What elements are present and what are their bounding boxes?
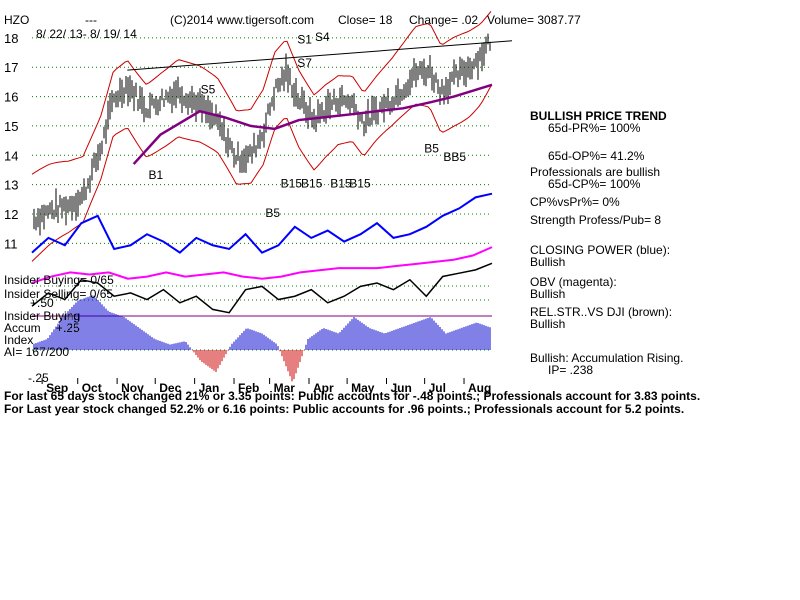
signal-label: B5 xyxy=(424,141,439,155)
strength-value: Strength Profess/Pub= 8 xyxy=(530,213,662,227)
ticker: HZO xyxy=(4,13,30,27)
x-tick-label: Apr xyxy=(313,381,334,395)
obv xyxy=(31,246,493,284)
closing-power xyxy=(31,192,493,254)
accum-text: Bullish: Accumulation Rising. xyxy=(530,351,684,365)
date-range: 8/ 22/ 13- 8/ 19/ 14 xyxy=(36,27,137,41)
copyright: (C)2014 www.tigersoft.com xyxy=(170,13,315,27)
upper-band xyxy=(31,11,492,175)
op-value: 65d-OP%= 41.2% xyxy=(548,149,645,163)
x-tick-label: Dec xyxy=(159,381,181,395)
signal-label: BB5 xyxy=(443,150,466,164)
x-tick-label: Mar xyxy=(274,381,296,395)
plus25-label: +.25 xyxy=(56,321,80,335)
cp-value: 65d-CP%= 100% xyxy=(548,177,641,191)
x-tick-label: Oct xyxy=(82,381,102,395)
accumulation-histogram xyxy=(33,295,491,382)
lower-band xyxy=(31,85,492,262)
ticker-dashes: --- xyxy=(85,13,97,27)
signal-label: B5 xyxy=(265,206,280,220)
summary: For last 65 days stock changed 21% or 3.… xyxy=(4,390,700,416)
obv-label: OBV (magenta): xyxy=(530,275,617,289)
x-tick-label: Feb xyxy=(238,381,259,395)
signal-label: S1 xyxy=(297,33,312,47)
moving-average-line xyxy=(132,83,493,165)
y-tick-label: 12 xyxy=(4,207,18,222)
closing-power-line xyxy=(31,192,493,254)
summary-line-2: For Last year stock changed 52.2% or 6.1… xyxy=(4,402,685,416)
resistance-line xyxy=(127,40,513,71)
x-tick-label: Nov xyxy=(121,381,144,395)
pr-value: 65d-PR%= 100% xyxy=(548,121,641,135)
signal-label: B15 xyxy=(330,177,352,191)
summary-line-1: For last 65 days stock changed 21% or 3.… xyxy=(4,389,701,403)
x-axis-ticks: Sep Oct Nov Dec Jan Feb Mar Apr May Jun Jul Aug xyxy=(41,378,491,395)
obv-value: Bullish xyxy=(530,287,566,301)
y-tick-label: 18 xyxy=(4,31,18,46)
minus25-label: -.25 xyxy=(28,371,49,385)
y-tick-label: 13 xyxy=(4,178,18,193)
bullish-trend: BULLISH PRICE TREND xyxy=(530,109,667,123)
insider-selling: Insider Selling= 0/65 xyxy=(4,287,114,301)
close-value: Close= 18 xyxy=(338,13,393,27)
relstr-label: REL.STR..VS DJI (brown): xyxy=(530,305,673,319)
closing-power-label: CLOSING POWER (blue): xyxy=(530,243,671,257)
y-tick-label: 15 xyxy=(4,119,18,134)
y-tick-label: 14 xyxy=(4,148,18,163)
signal-label: S7 xyxy=(297,56,312,70)
volume-value: Volume= 3087.77 xyxy=(487,13,581,27)
y-axis-ticks: 18 17 16 15 14 13 12 11 xyxy=(4,31,18,251)
x-tick-label: Aug xyxy=(468,381,491,395)
change-value: Change= .02 xyxy=(409,13,479,27)
professionals-text: Professionals are bullish xyxy=(530,165,661,179)
accum-label: Accum xyxy=(4,321,41,335)
rel-strength xyxy=(31,262,493,314)
moving-average xyxy=(132,83,493,165)
x-tick-label: Sep xyxy=(46,381,68,395)
ip-value: IP= .238 xyxy=(548,363,594,377)
signal-label: B15 xyxy=(301,177,323,191)
x-tick-label: May xyxy=(351,381,375,395)
signal-label: S5 xyxy=(201,83,216,97)
rel-strength-line xyxy=(31,262,493,314)
x-tick-label: Jul xyxy=(429,381,446,395)
y-tick-label: 16 xyxy=(4,90,18,105)
x-tick-label: Jan xyxy=(199,381,220,395)
signal-label: S4 xyxy=(315,30,330,44)
cpvspr-value: CP%vsPr%= 0% xyxy=(530,195,620,209)
obv-line xyxy=(31,246,493,284)
price-bars xyxy=(33,33,491,236)
resistance-line xyxy=(127,40,513,71)
insider-buying: Insider Buying= 0/65 xyxy=(4,273,114,287)
signal-label: B15 xyxy=(349,177,371,191)
insider-buying-2: Insider Buying xyxy=(4,309,81,323)
chart-grid xyxy=(32,37,492,351)
signal-label: B15 xyxy=(281,177,303,191)
relstr-value: Bullish xyxy=(530,317,566,331)
signal-label: B1 xyxy=(149,168,164,182)
ai-label: AI= 167/200 xyxy=(4,345,70,359)
plus50-label: +.50 xyxy=(30,296,54,310)
closing-power-value: Bullish xyxy=(530,255,566,269)
index-label: Index xyxy=(4,333,34,347)
y-tick-label: 17 xyxy=(4,60,18,75)
x-tick-label: Jun xyxy=(391,381,412,395)
y-tick-label: 11 xyxy=(4,236,18,251)
